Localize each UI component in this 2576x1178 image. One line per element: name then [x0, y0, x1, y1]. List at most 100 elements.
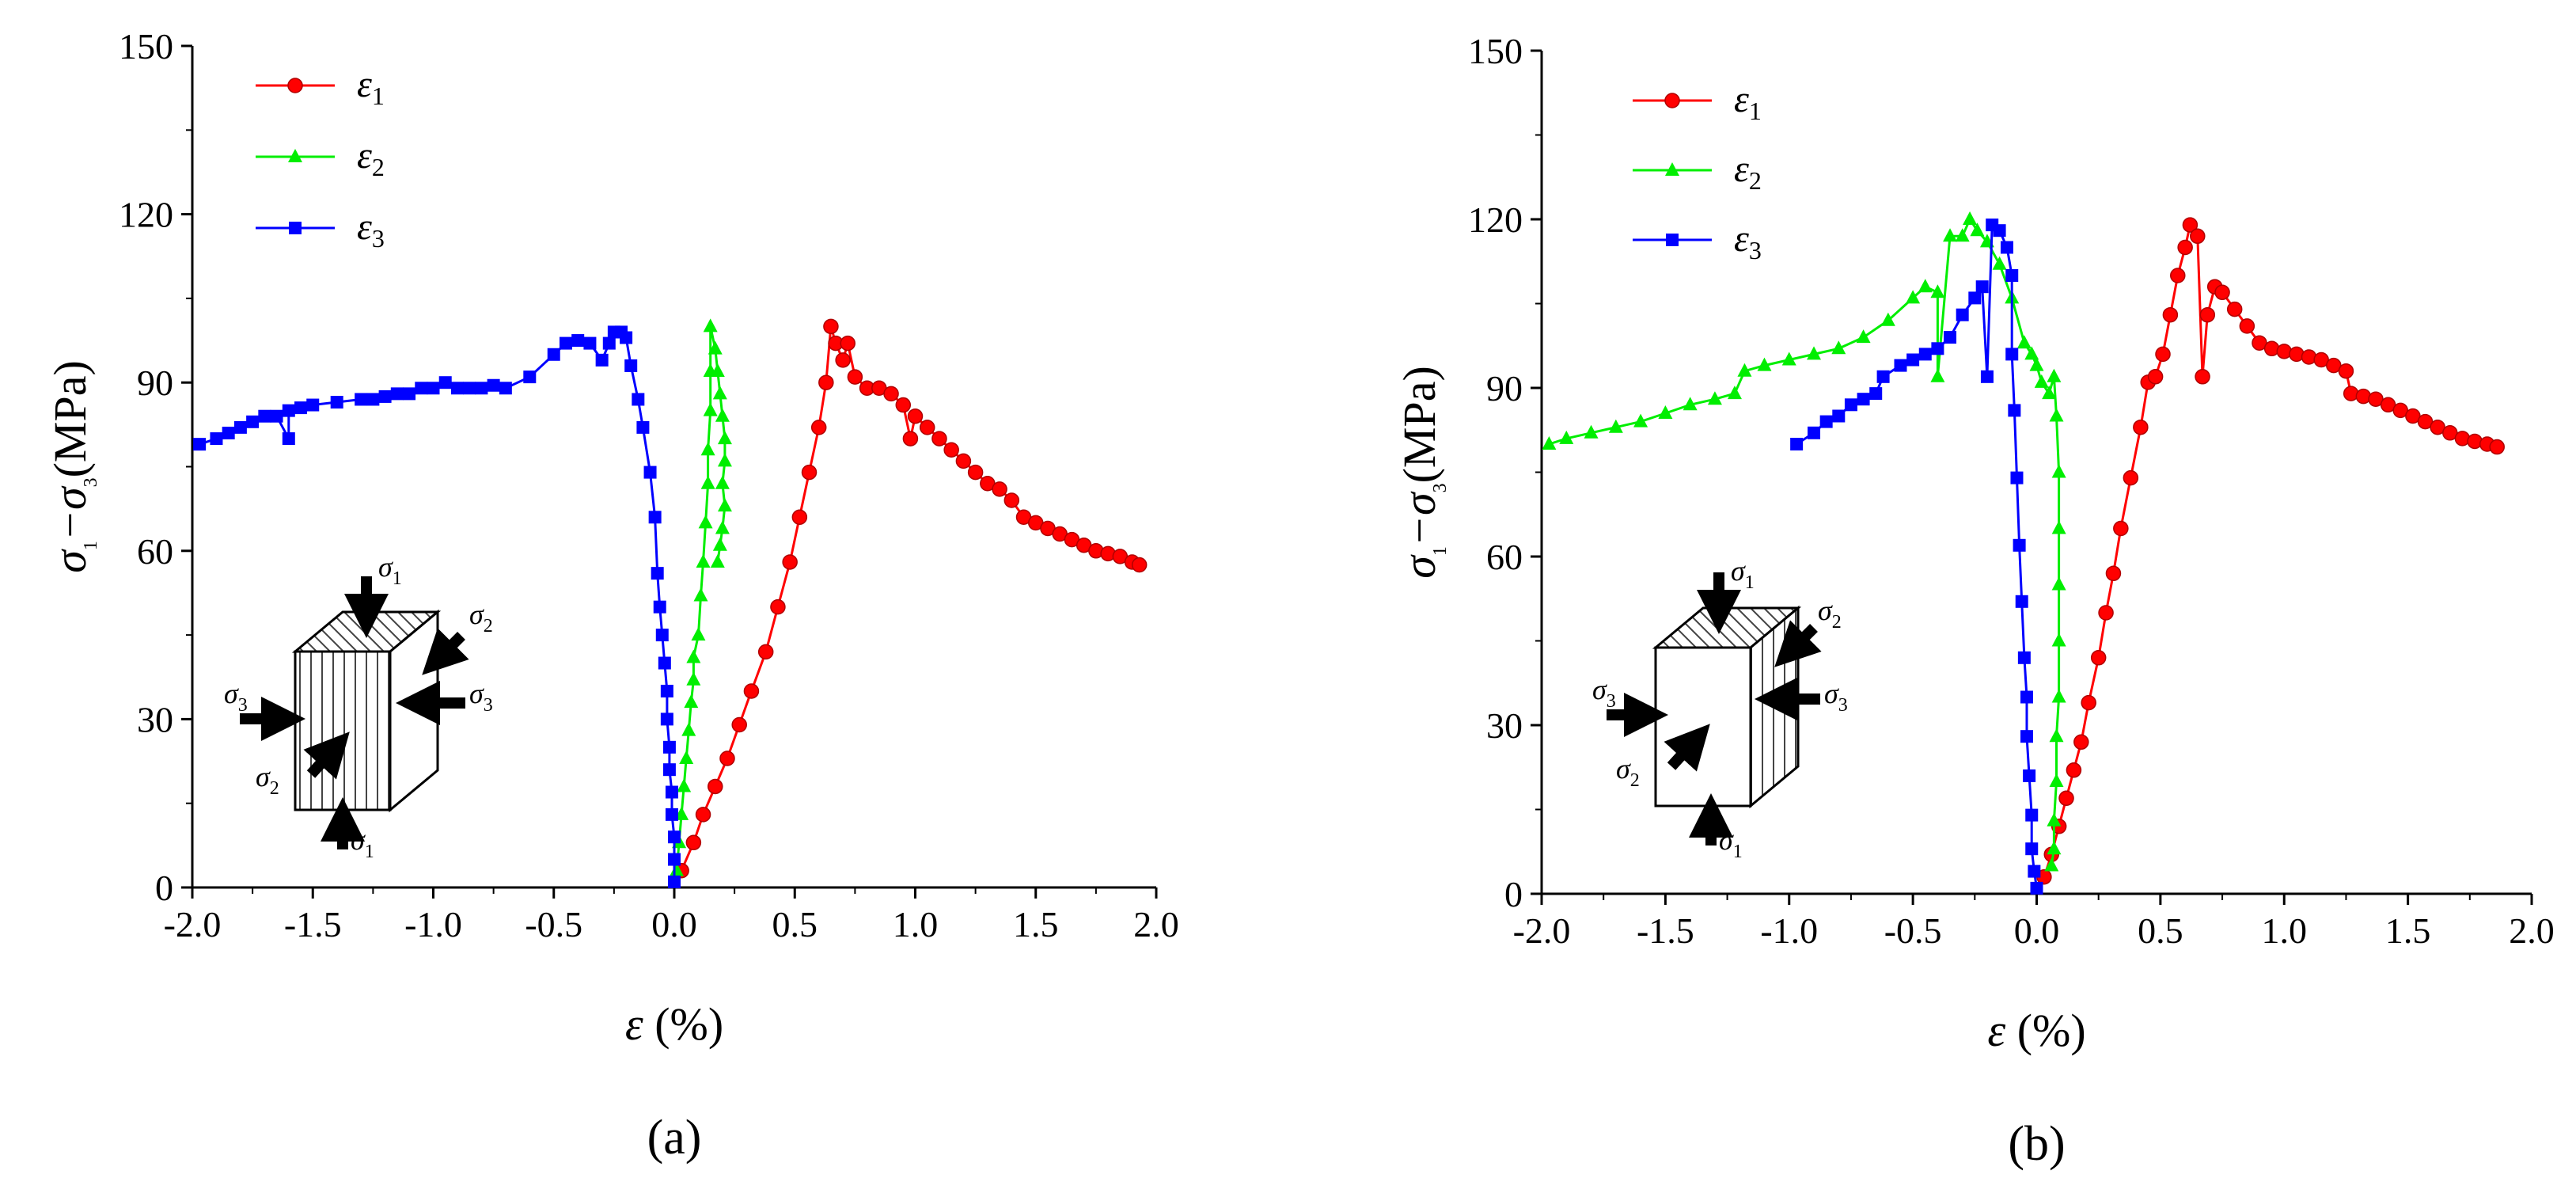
legend-entry: ε2: [357, 135, 385, 181]
data-point-ε2: [1963, 211, 1978, 225]
data-point-ε2: [691, 627, 706, 641]
data-point-ε3: [1819, 415, 1833, 428]
spacer: [2005, 1005, 2017, 1056]
data-point-ε2: [1683, 397, 1698, 411]
data-point-ε3: [2010, 471, 2024, 484]
data-point-ε2: [715, 520, 730, 534]
x-tick-label: 0.0: [651, 904, 697, 944]
sigma2-right-arrow: [422, 628, 469, 675]
data-point-ε2: [1930, 284, 1945, 298]
data-point-ε3: [1869, 387, 1883, 401]
data-point-ε1: [818, 374, 834, 390]
data-point-ε1: [2058, 790, 2074, 807]
legend-entry: ε2: [1734, 148, 1762, 195]
data-point-ε3: [475, 382, 488, 395]
data-point-ε2: [693, 587, 708, 602]
spacer: [643, 998, 655, 1050]
stress-symbol: σ: [224, 678, 239, 709]
data-point-ε1: [895, 397, 912, 413]
data-point-ε3: [1857, 393, 1870, 406]
legend-marker: [1664, 93, 1680, 108]
data-point-ε1: [847, 369, 863, 385]
data-point-ε3: [294, 401, 308, 415]
data-point-ε3: [487, 378, 500, 392]
data-point-ε2: [1807, 346, 1822, 360]
data-point-ε2: [686, 649, 701, 663]
stress-subscript: 2: [270, 778, 279, 799]
data-point-ε2: [2029, 357, 2044, 371]
sigma3-left-label: σ3: [224, 678, 248, 716]
y-axis-unit: (MPa): [1394, 366, 1445, 483]
x-axis-symbol: ε: [625, 998, 643, 1050]
legend-symbol: ε: [1734, 78, 1749, 120]
data-point-ε2: [1906, 290, 1921, 304]
y-axis-sub: 1: [1430, 546, 1451, 556]
data-point-ε1: [2133, 419, 2149, 435]
data-point-ε2: [696, 553, 711, 568]
y-tick-label: 30: [137, 699, 173, 739]
data-point-ε3: [366, 393, 380, 406]
legend-marker: [287, 78, 303, 93]
sigma3-right-label: σ3: [1824, 678, 1848, 716]
data-point-ε2: [2049, 408, 2064, 422]
data-point-ε3: [306, 398, 320, 412]
legend-subscript: 3: [1749, 236, 1762, 264]
data-point-ε3: [2030, 881, 2043, 895]
data-point-ε3: [222, 426, 235, 439]
data-point-ε1: [719, 750, 735, 766]
y-axis-title: σ1−σ3(MPa): [44, 360, 101, 573]
data-point-ε2: [2016, 335, 2032, 349]
sigma2-right-label: σ2: [469, 598, 493, 636]
y-tick-label: 0: [1504, 874, 1523, 914]
data-point-ε3: [1790, 438, 1804, 450]
data-point-ε2: [1727, 386, 1742, 400]
y-axis-title: σ1−σ3(MPa): [1394, 366, 1451, 579]
y-tick-label: 90: [1486, 368, 1523, 408]
specimen-front-face: [1654, 646, 1752, 808]
data-point-ε3: [1844, 398, 1857, 412]
x-tick-label: 1.5: [1013, 904, 1059, 944]
data-point-ε1: [2105, 565, 2122, 582]
data-point-ε2: [2024, 346, 2039, 360]
data-point-ε2: [2047, 812, 2062, 826]
data-point-ε2: [1880, 312, 1895, 326]
x-axis-symbol: ε: [1987, 1005, 2005, 1056]
data-point-ε1: [1003, 492, 1020, 508]
data-point-ε1: [2155, 346, 2171, 363]
data-point-ε2: [677, 778, 692, 792]
legend-entry: ε3: [357, 206, 385, 253]
stress-symbol: σ: [469, 598, 484, 630]
data-point-ε1: [2170, 268, 2186, 283]
data-point-ε3: [2025, 808, 2039, 822]
sigma2-right-arrow: [1774, 620, 1822, 667]
data-point-ε2: [715, 475, 730, 489]
legend-symbol: ε: [357, 63, 372, 105]
x-tick-label: -1.5: [1637, 910, 1694, 951]
x-tick-label: 2.0: [1133, 904, 1179, 944]
x-tick-label: -0.5: [525, 904, 582, 944]
data-point-ε1: [1131, 557, 1148, 573]
y-tick-label: 90: [137, 363, 173, 403]
data-point-ε1: [943, 442, 959, 458]
legend-marker: [1665, 162, 1679, 176]
data-point-ε2: [1781, 352, 1796, 366]
x-tick-label: -1.5: [284, 904, 342, 944]
stress-symbol: σ: [1592, 674, 1607, 705]
stress-subscript: 1: [393, 568, 402, 589]
data-point-ε3: [665, 785, 678, 799]
data-point-ε3: [282, 432, 295, 446]
legend-entry: ε3: [1734, 218, 1762, 264]
panel-label: (b): [2008, 1117, 2065, 1171]
series-line-ε3: [1796, 222, 2038, 889]
legend-marker: [288, 149, 302, 162]
data-point-ε3: [270, 409, 283, 423]
stress-subscript: 2: [484, 616, 493, 636]
data-point-ε3: [1876, 370, 1890, 383]
legend-subscript: 3: [372, 224, 385, 253]
stress-symbol: σ: [1719, 824, 1734, 856]
data-point-ε3: [1968, 291, 1982, 305]
stress-symbol: σ: [1616, 753, 1631, 785]
y-tick-label: 30: [1486, 705, 1523, 746]
data-point-ε1: [2214, 284, 2230, 301]
sigma3-right-label: σ3: [469, 678, 493, 716]
